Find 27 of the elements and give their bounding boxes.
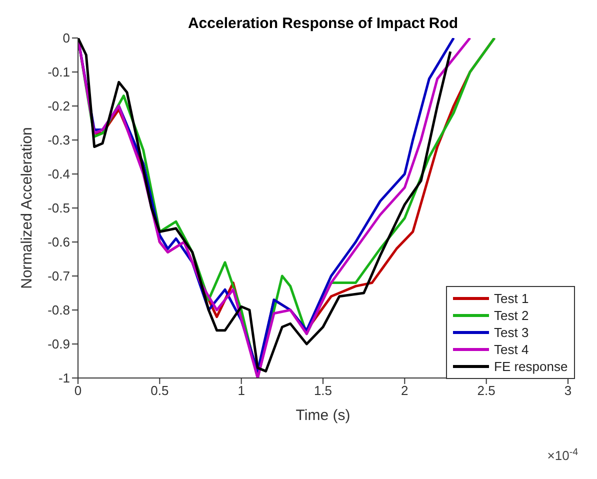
y-tick-label: -0.4	[48, 166, 70, 182]
x-axis-title: Time (s)	[296, 407, 350, 424]
x-tick-label: 1.5	[314, 383, 332, 398]
y-tick-label: -0.7	[48, 268, 70, 284]
y-tick-label: -0.6	[48, 234, 70, 250]
y-tick-label: -0.3	[48, 132, 70, 148]
legend-label: Test 2	[494, 307, 529, 324]
chart-title: Acceleration Response of Impact Rod	[188, 15, 458, 32]
text: ×10$^{-4}$	[547, 446, 579, 463]
x-tick-label: 2.5	[477, 383, 496, 398]
legend-label: FE response	[494, 358, 568, 375]
y-axis-title: Normalized Acceleration	[18, 127, 36, 289]
x-tick-label: 0	[74, 383, 82, 398]
y-tick-label: 0	[62, 30, 70, 46]
y-tick-label: -0.2	[48, 98, 70, 114]
y-tick-label: -0.1	[48, 64, 70, 80]
legend-label: Test 1	[494, 290, 529, 307]
y-tick-label: -0.9	[48, 336, 70, 352]
x-tick-label: 1	[238, 383, 245, 398]
legend-label: Test 3	[494, 324, 529, 341]
legend-label: Test 4	[494, 341, 529, 358]
y-tick-label: -1	[58, 370, 70, 386]
y-tick-label: -0.8	[48, 302, 70, 318]
x-tick-label: 2	[401, 383, 408, 398]
y-tick-label: -0.5	[48, 200, 70, 216]
x-tick-label: 0.5	[150, 383, 169, 398]
x-tick-label: 3	[564, 383, 572, 398]
